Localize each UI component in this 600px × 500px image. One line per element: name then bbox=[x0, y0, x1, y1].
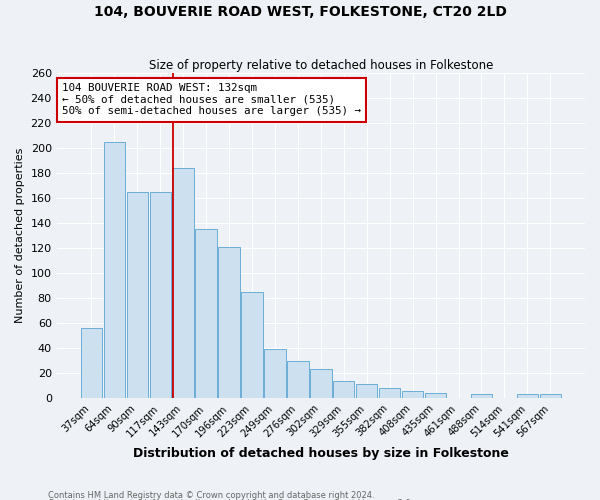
Bar bbox=[402, 390, 423, 398]
Bar bbox=[333, 380, 355, 398]
Bar bbox=[264, 350, 286, 398]
Text: 104, BOUVERIE ROAD WEST, FOLKESTONE, CT20 2LD: 104, BOUVERIE ROAD WEST, FOLKESTONE, CT2… bbox=[94, 5, 506, 19]
Text: 104 BOUVERIE ROAD WEST: 132sqm
← 50% of detached houses are smaller (535)
50% of: 104 BOUVERIE ROAD WEST: 132sqm ← 50% of … bbox=[62, 83, 361, 116]
Bar bbox=[196, 230, 217, 398]
Title: Size of property relative to detached houses in Folkestone: Size of property relative to detached ho… bbox=[149, 59, 493, 72]
Bar bbox=[80, 328, 102, 398]
Bar bbox=[172, 168, 194, 398]
Text: Contains public sector information licensed under the Open Government Licence v3: Contains public sector information licen… bbox=[48, 499, 413, 500]
Y-axis label: Number of detached properties: Number of detached properties bbox=[15, 148, 25, 324]
Bar bbox=[104, 142, 125, 398]
Bar bbox=[471, 394, 492, 398]
Bar bbox=[517, 394, 538, 398]
Bar bbox=[149, 192, 171, 398]
X-axis label: Distribution of detached houses by size in Folkestone: Distribution of detached houses by size … bbox=[133, 447, 509, 460]
Bar bbox=[287, 360, 308, 398]
Text: Contains HM Land Registry data © Crown copyright and database right 2024.: Contains HM Land Registry data © Crown c… bbox=[48, 490, 374, 500]
Bar bbox=[127, 192, 148, 398]
Bar bbox=[241, 292, 263, 398]
Bar bbox=[218, 247, 240, 398]
Bar bbox=[539, 394, 561, 398]
Bar bbox=[356, 384, 377, 398]
Bar bbox=[310, 370, 332, 398]
Bar bbox=[379, 388, 400, 398]
Bar bbox=[425, 393, 446, 398]
